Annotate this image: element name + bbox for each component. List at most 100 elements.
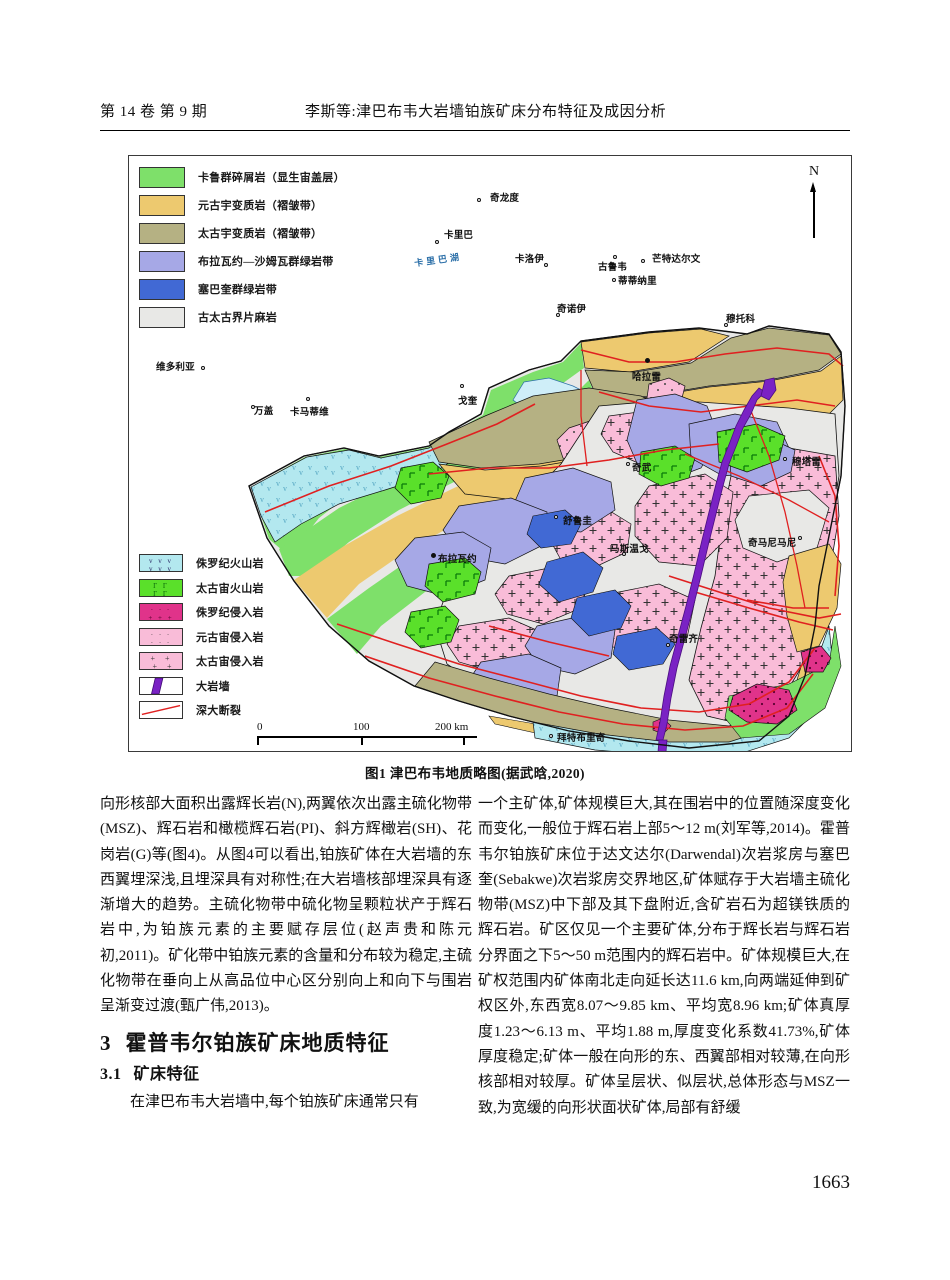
place-label-harare: 哈拉雷 bbox=[632, 373, 662, 383]
legend-label: 太古宙侵入岩 bbox=[196, 656, 264, 668]
subsection-number: 3.1 bbox=[100, 1065, 122, 1083]
place-label-bulawayo: 布拉瓦约 bbox=[438, 555, 477, 565]
legend-pattern-dot-plus: · · · + + + bbox=[148, 606, 174, 621]
figure-geologic-map: v v bbox=[128, 155, 852, 752]
legend-item: 卡鲁群碎屑岩（显生宙盖层） bbox=[139, 164, 345, 190]
legend-swatch-proterozoic-intrusive: · · · · · · bbox=[139, 627, 183, 646]
legend-label: 侏罗纪火山岩 bbox=[196, 558, 264, 570]
legend-label: 元古宙侵入岩 bbox=[196, 631, 264, 644]
city-dot bbox=[666, 643, 670, 647]
city-dot bbox=[798, 536, 802, 540]
body-column-right: 一个主矿体,矿体规模巨大,其在围岩中的位置随深度变化而变化,一般位于辉石岩上部5… bbox=[478, 792, 850, 1121]
city-dot bbox=[435, 240, 439, 244]
map-scale-bar: 0 100 200 km bbox=[257, 721, 477, 745]
legend-swatch-proterozoic-meta bbox=[139, 194, 185, 216]
place-label-mutoko: 穆托科 bbox=[726, 315, 756, 325]
scale-tick-100: 100 bbox=[353, 721, 370, 733]
legend-swatch-archean-meta bbox=[139, 222, 185, 244]
place-label-masvingo: 马斯温戈 bbox=[610, 545, 649, 555]
legend-item: 塞巴奎群绿岩带 bbox=[139, 276, 345, 302]
legend-label: 塞巴奎群绿岩带 bbox=[198, 284, 278, 296]
figure-caption: 图1 津巴布韦地质略图(据武晗,2020) bbox=[365, 766, 585, 781]
section-title: 霍普韦尔铂族矿床地质特征 bbox=[125, 1030, 390, 1055]
city-dot-capital bbox=[431, 553, 436, 558]
city-dot bbox=[201, 366, 205, 370]
legend-label: 卡鲁群碎屑岩（显生宙盖层） bbox=[198, 172, 345, 184]
header-rule bbox=[100, 130, 850, 131]
dyke-glyph bbox=[151, 677, 164, 694]
place-label-hwange: 万盖 bbox=[254, 407, 274, 417]
legend-item: · · · + + + 侏罗纪侵入岩 bbox=[139, 601, 264, 623]
legend-label: 古太古界片麻岩 bbox=[198, 312, 278, 324]
city-dot bbox=[613, 255, 617, 259]
legend-swatch-karoo bbox=[139, 166, 185, 188]
city-dot bbox=[626, 462, 630, 466]
city-dot bbox=[549, 734, 553, 738]
subsection-title: 矿床特征 bbox=[133, 1065, 200, 1083]
volume-issue: 第 14 卷 第 9 期 bbox=[100, 104, 208, 120]
paragraph-left-1: 向形核部大面积出露辉长岩(N),两翼依次出露主硫化物带(MSZ)、辉石岩和橄榄辉… bbox=[100, 796, 472, 1015]
city-dot bbox=[724, 323, 728, 327]
place-label-karoi: 卡洛伊 bbox=[515, 255, 545, 265]
legend-item: 太古宇变质岩（褶皱带） bbox=[139, 220, 345, 246]
page-number: 1663 bbox=[812, 1172, 850, 1193]
north-label: N bbox=[808, 164, 820, 179]
city-dot bbox=[783, 457, 787, 461]
place-label-kamativi: 卡马蒂维 bbox=[290, 408, 329, 418]
section-heading-3: 3 霍普韦尔铂族矿床地质特征 bbox=[100, 1031, 472, 1056]
city-dot bbox=[460, 384, 464, 388]
scale-tick-200: 200 km bbox=[435, 721, 469, 733]
place-label-kariba: 卡里巴 bbox=[444, 231, 474, 241]
north-arrow: N bbox=[799, 164, 829, 238]
legend-swatch-jurassic-intrusive: · · · + + + bbox=[139, 603, 183, 621]
map-graphic: v v bbox=[248, 325, 846, 751]
city-dot bbox=[622, 552, 626, 556]
legend-pattern-plus: + + + + bbox=[148, 654, 174, 670]
city-dot bbox=[544, 263, 548, 267]
city-dot bbox=[554, 515, 558, 519]
city-dot bbox=[306, 397, 310, 401]
legend-item: · · · · · · 元古宙侵入岩 bbox=[139, 626, 264, 648]
running-head: 第 14 卷 第 9 期 李斯等:津巴布韦大岩墙铂族矿床分布特征及成因分析 bbox=[100, 100, 850, 130]
scale-tick-0: 0 bbox=[257, 721, 263, 733]
scale-bar-line bbox=[257, 736, 477, 745]
place-label-gokwe: 戈奎 bbox=[458, 397, 478, 407]
fault-glyph bbox=[141, 704, 181, 716]
legend-item: 深大断裂 bbox=[139, 699, 264, 721]
article-running-title: 李斯等:津巴布韦大岩墙铂族矿床分布特征及成因分析 bbox=[305, 104, 667, 120]
legend-lithology-primary: 卡鲁群碎屑岩（显生宙盖层） 元古宇变质岩（褶皱带） 太古宇变质岩（褶皱带） 布拉… bbox=[139, 164, 345, 332]
legend-swatch-great-dyke bbox=[139, 676, 183, 695]
city-dot bbox=[612, 278, 616, 282]
place-label-shurugwi: 舒鲁圭 bbox=[563, 517, 593, 527]
city-dot bbox=[556, 313, 560, 317]
legend-swatch-bulawayo-greenstone bbox=[139, 250, 185, 272]
legend-label: 太古宇变质岩（褶皱带） bbox=[198, 228, 323, 240]
legend-label: 深大断裂 bbox=[196, 705, 242, 717]
place-label-beitbridge: 拜特布里奇 bbox=[557, 734, 606, 744]
legend-swatch-sebakwe-greenstone bbox=[139, 278, 185, 300]
legend-item: 大岩墙 bbox=[139, 675, 264, 697]
place-label-chinhoyi: 奇诺伊 bbox=[557, 305, 587, 315]
legend-label: 大岩墙 bbox=[196, 680, 230, 693]
scale-tick-labels: 0 100 200 km bbox=[257, 721, 477, 735]
place-label-guruve: 古鲁韦 bbox=[598, 263, 628, 273]
north-arrow-glyph bbox=[809, 182, 819, 238]
legend-item: 古太古界片麻岩 bbox=[139, 304, 345, 330]
city-dot bbox=[477, 198, 481, 202]
place-label-qilongdu: 奇龙度 bbox=[490, 194, 520, 204]
legend-label: 太古宙火山岩 bbox=[196, 582, 264, 595]
legend-label: 侏罗纪侵入岩 bbox=[196, 607, 264, 619]
subsection-heading-3-1: 3.1 矿床特征 bbox=[100, 1062, 472, 1087]
legend-item: + + + + 太古宙侵入岩 bbox=[139, 650, 264, 672]
legend-label: 布拉瓦约—沙姆瓦群绿岩带 bbox=[198, 256, 334, 268]
legend-swatch-deep-fault bbox=[139, 701, 183, 719]
place-label-chimanimani: 奇马尼马尼 bbox=[748, 539, 797, 549]
legend-pattern-dots: · · · · · · bbox=[150, 630, 172, 646]
